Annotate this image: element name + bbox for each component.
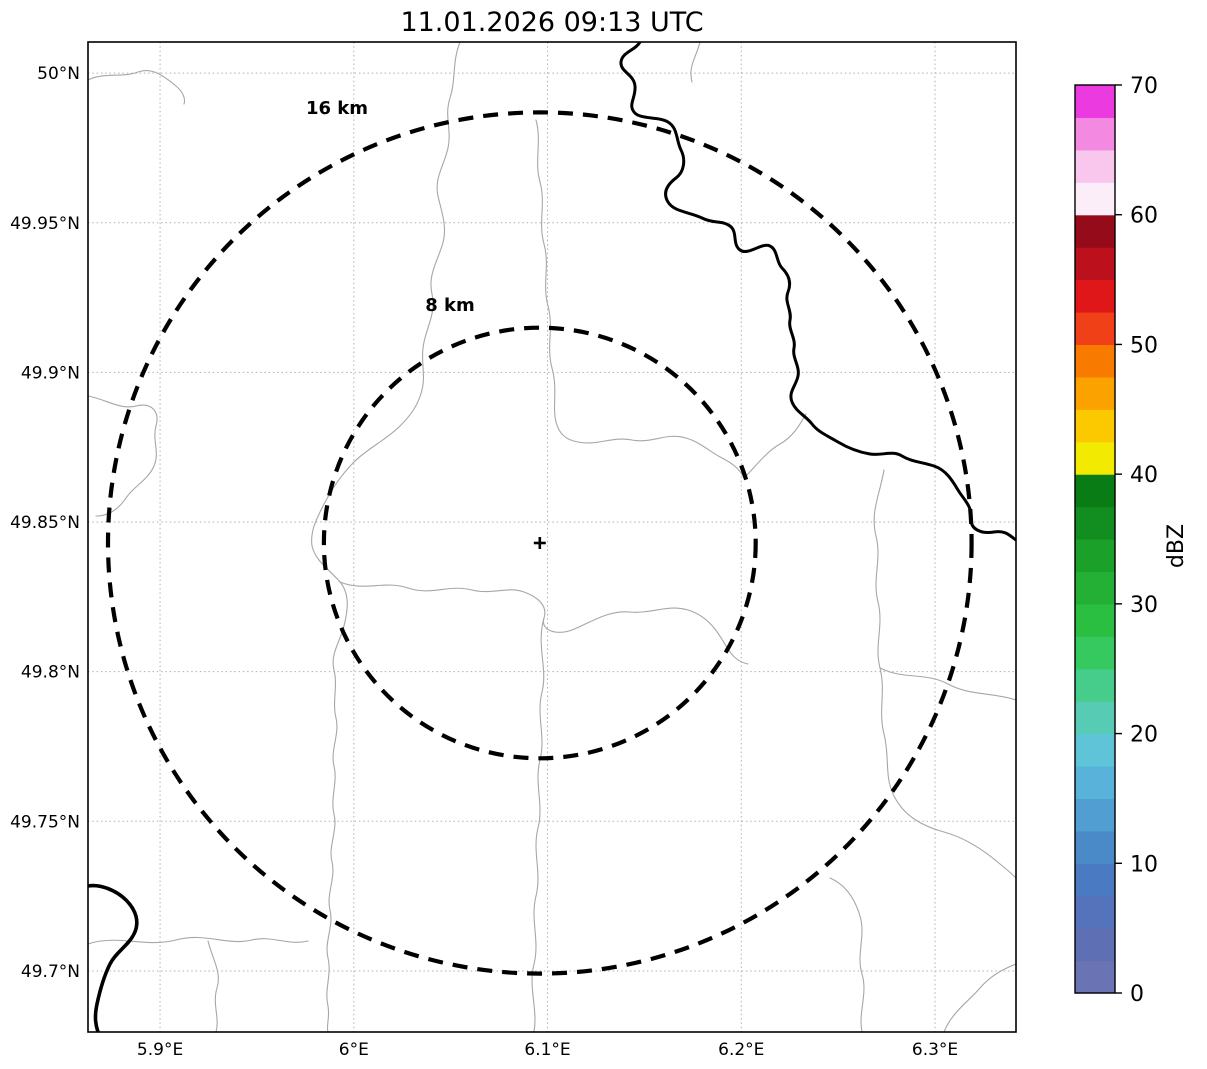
admin-boundary-path	[879, 667, 1016, 701]
admin-boundary-path	[531, 617, 545, 1032]
colorbar-tick-label: 50	[1130, 333, 1158, 358]
colorbar-segment	[1075, 766, 1115, 800]
y-tick-label: 49.7°N	[21, 962, 80, 982]
colorbar-tick-label: 20	[1130, 723, 1158, 748]
y-tick-label: 49.75°N	[10, 812, 80, 832]
colorbar: 0 10 20 30 40 50 60 70	[1074, 74, 1158, 1007]
colorbar-segment	[1075, 733, 1115, 767]
colorbar-segment	[1075, 312, 1115, 346]
y-tick-label: 49.95°N	[10, 214, 80, 234]
admin-boundary-path	[873, 469, 1016, 879]
colorbar-segment	[1075, 474, 1115, 508]
admin-boundary-path	[829, 877, 865, 1032]
colorbar-segment	[1075, 798, 1115, 832]
colorbar-segment	[1075, 182, 1115, 216]
national-border-river-path	[88, 883, 139, 1032]
admin-boundary-path	[207, 940, 219, 1032]
colorbar-segment	[1075, 149, 1115, 183]
colorbar-segment	[1075, 344, 1115, 378]
plot-background	[88, 42, 1016, 1032]
admin-boundary-path	[311, 42, 461, 547]
range-ring-label: 8 km	[425, 295, 475, 316]
plot-title: 11.01.2026 09:13 UTC	[400, 7, 703, 38]
colorbar-segment	[1075, 247, 1115, 281]
colorbar-segment	[1075, 376, 1115, 410]
national-border-river-path	[619, 42, 1016, 542]
y-tick-label: 49.9°N	[21, 363, 80, 383]
colorbar-segment	[1075, 668, 1115, 702]
x-tick-label: 6.3°E	[912, 1040, 958, 1060]
colorbar-segment	[1075, 85, 1115, 119]
colorbar-segment	[1075, 830, 1115, 864]
colorbar-segment	[1075, 214, 1115, 248]
colorbar-segment	[1075, 928, 1115, 962]
admin-boundary-path	[339, 581, 749, 665]
y-tick-label: 50°N	[37, 64, 80, 84]
admin-boundary-path	[690, 42, 701, 83]
colorbar-segment	[1075, 701, 1115, 735]
x-tick-label: 6.1°E	[524, 1040, 570, 1060]
colorbar-tick-label: 0	[1130, 982, 1144, 1007]
colorbar-segment	[1075, 895, 1115, 929]
admin-boundary-path	[943, 963, 1016, 1032]
colorbar-frame	[1074, 84, 1116, 994]
range-ring-16km	[105, 110, 974, 976]
colorbar-segment	[1075, 409, 1115, 443]
colorbar-segment	[1075, 441, 1115, 475]
admin-boundary-path	[88, 70, 186, 105]
colorbar-segment	[1075, 506, 1115, 540]
axes-frame	[87, 41, 1017, 1033]
x-tick-label: 6°E	[339, 1040, 369, 1060]
colorbar-segment	[1075, 117, 1115, 151]
colorbar-tick-label: 40	[1130, 463, 1158, 488]
y-tick-label: 49.85°N	[10, 513, 80, 533]
admin-boundary-path	[535, 119, 745, 479]
range-ring-8km	[321, 325, 758, 761]
x-tick-label: 6.2°E	[718, 1040, 764, 1060]
colorbar-segment	[1075, 636, 1115, 670]
x-tick-label: 5.9°E	[137, 1040, 183, 1060]
colorbar-axis-label: dBZ	[1164, 524, 1189, 568]
grid-layer	[88, 42, 1016, 1032]
colorbar-segment	[1075, 960, 1115, 994]
range-ring-label: 16 km	[306, 98, 368, 119]
colorbar-segment	[1075, 571, 1115, 605]
range-rings-layer: 8 km 16 km	[105, 98, 974, 976]
colorbar-segment	[1075, 279, 1115, 313]
colorbar-tick-label: 60	[1130, 204, 1158, 229]
admin-boundary-path	[743, 413, 807, 479]
colorbar-tick-label: 70	[1130, 74, 1158, 99]
admin-boundary-path	[311, 545, 348, 1032]
tick-labels-layer: 5.9°E 6°E 6.1°E 6.2°E 6.3°E 50°N 49.95°N 49.9°N…	[10, 64, 958, 1060]
y-tick-label: 49.8°N	[21, 663, 80, 683]
admin-boundary-path	[88, 395, 158, 517]
colorbar-segment	[1075, 603, 1115, 637]
map-layer	[88, 42, 1016, 1032]
colorbar-segment	[1075, 863, 1115, 897]
colorbar-segment	[1075, 539, 1115, 573]
colorbar-tick-label: 10	[1130, 852, 1158, 877]
colorbar-tick-label: 30	[1130, 593, 1158, 618]
